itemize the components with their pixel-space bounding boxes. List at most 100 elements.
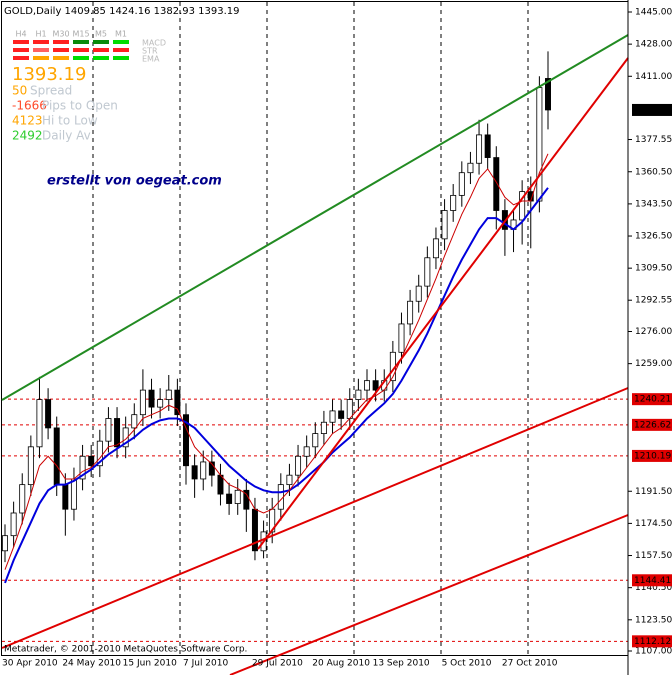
- candle-body: [122, 427, 129, 448]
- chart-title: GOLD,Daily 1409.85 1424.16 1382.93 1393.…: [4, 6, 240, 17]
- candle-body: [183, 414, 189, 467]
- candle-body: [476, 134, 483, 164]
- candle-body: [320, 421, 327, 434]
- candle-body: [484, 134, 491, 158]
- timeframe-label: H4: [15, 30, 26, 39]
- x-tick-label: 15 Jun 2010: [123, 659, 177, 669]
- candles: [2, 51, 551, 563]
- signal: [33, 40, 49, 44]
- signal: [33, 56, 49, 60]
- candle-body: [372, 380, 379, 391]
- candle-body: [45, 399, 52, 429]
- signal: [53, 48, 69, 52]
- candle-body: [545, 78, 551, 111]
- candle-body: [165, 389, 172, 400]
- indicator-label: EMA: [142, 55, 160, 64]
- level-label: 1112.12: [634, 637, 671, 647]
- level-label: 1240.21: [634, 395, 671, 405]
- vertical-grid: [92, 2, 529, 655]
- timeframe-label: M15: [72, 30, 89, 39]
- y-tick-label: 1140.50: [635, 583, 672, 593]
- y-tick-label: 1428.00: [635, 40, 672, 50]
- price-label: 1393.19: [634, 105, 671, 115]
- candle-body: [312, 433, 319, 448]
- signal: [73, 56, 89, 60]
- candle-body: [174, 389, 181, 416]
- footer: Metatrader, © 2001-2010 MetaQuotes Softw…: [4, 645, 247, 655]
- candle-body: [398, 323, 405, 353]
- y-tick-label: 1343.50: [635, 199, 672, 209]
- signal: [53, 56, 69, 60]
- signal: [53, 40, 69, 44]
- candle-body: [364, 380, 370, 391]
- indicator-label: MACD: [142, 39, 166, 48]
- candle-body: [415, 285, 422, 302]
- price-axis: 1445.00 1428.00 1411.00 1377.55 1360.50 1343.…: [628, 8, 672, 657]
- y-tick-label: 1123.50: [635, 615, 672, 625]
- x-tick-label: 5 Oct 2010: [442, 659, 492, 669]
- stat-value: 50: [12, 84, 27, 98]
- y-tick-label: 1445.00: [635, 8, 672, 18]
- signal: [113, 48, 129, 52]
- candle-body: [424, 257, 431, 287]
- candle-body: [286, 474, 293, 486]
- signal: [13, 56, 29, 60]
- stat-label: Pips to Open: [42, 99, 118, 113]
- indicator-label: STR: [142, 47, 158, 56]
- candle-body: [234, 489, 241, 504]
- signal: [93, 56, 109, 60]
- signal: [93, 48, 109, 52]
- y-tick-label: 1259.00: [635, 359, 672, 369]
- level-label: 1210.19: [634, 451, 671, 461]
- x-tick-label: 27 Oct 2010: [502, 659, 558, 669]
- moving-averages: [4, 153, 549, 584]
- signal: [113, 40, 129, 44]
- signal: [93, 40, 109, 44]
- candle-body: [62, 484, 69, 510]
- current-price: 1393.19: [12, 64, 86, 85]
- candle-body: [131, 414, 138, 429]
- level-box: [632, 393, 672, 406]
- candle-body: [200, 461, 207, 480]
- y-tick-label: 1276.00: [635, 327, 672, 337]
- candle-body: [139, 389, 146, 416]
- trend-line: [1, 387, 629, 649]
- candle-body: [36, 399, 43, 448]
- level-box: [632, 635, 672, 648]
- y-tick-label: 1191.50: [635, 487, 672, 497]
- candle-body: [105, 418, 112, 442]
- candle-body: [148, 389, 155, 408]
- level-box: [632, 574, 672, 587]
- stat-value: 2492: [12, 129, 43, 143]
- y-tick-label: 1292.55: [635, 296, 672, 306]
- level-label: 1226.62: [634, 420, 671, 430]
- level-box: [632, 418, 672, 431]
- candle-body: [441, 210, 448, 240]
- candle-body: [407, 300, 414, 325]
- trend-line: [229, 514, 629, 676]
- y-tick-label: 1107.00: [635, 647, 672, 657]
- x-tick-label: 13 Sep 2010: [373, 659, 430, 669]
- y-tick-label: 1309.50: [635, 264, 672, 274]
- timeframe-label: M5: [95, 30, 107, 39]
- signal: [113, 56, 129, 60]
- stat-label: Spread: [30, 84, 72, 98]
- timeframe-label: M30: [52, 30, 69, 39]
- candle-body: [226, 493, 233, 504]
- candle-body: [217, 474, 224, 495]
- signal: [33, 48, 49, 52]
- moving-average: [4, 153, 549, 570]
- x-tick-label: 20 Aug 2010: [312, 659, 370, 669]
- candle-body: [519, 191, 526, 221]
- y-tick-label: 1377.55: [635, 135, 672, 145]
- candle-body: [19, 484, 26, 514]
- candle-body: [70, 478, 77, 510]
- stat-label: Hi to Low: [42, 114, 98, 128]
- stat-value: -1666: [12, 99, 47, 113]
- trend-line: [257, 57, 629, 550]
- x-tick-label: 29 Jul 2010: [252, 659, 303, 669]
- candle-body: [53, 427, 60, 486]
- trend-lines: [1, 34, 629, 676]
- candle-body: [277, 484, 284, 510]
